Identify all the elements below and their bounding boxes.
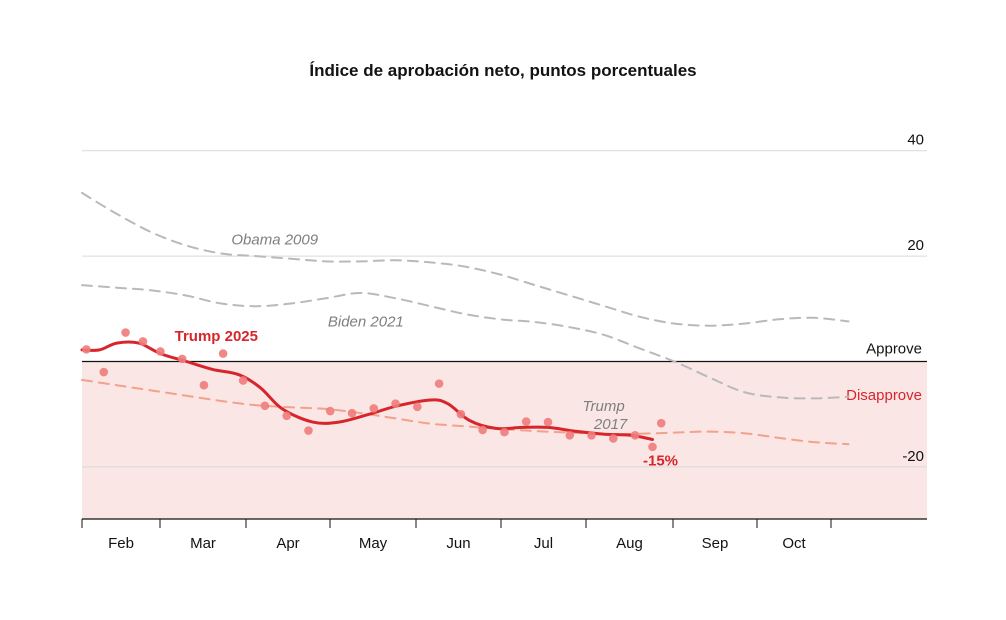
poll-dot-8 bbox=[238, 376, 248, 385]
series-line-obama-2009 bbox=[81, 191, 850, 327]
poll-dot-6 bbox=[199, 380, 209, 390]
disapprove-region bbox=[82, 361, 927, 519]
poll-dot-0 bbox=[82, 345, 91, 354]
x-tick-label-sep: Sep bbox=[702, 535, 729, 552]
annotation-trump-2025: Trump 2025 bbox=[175, 328, 258, 345]
annotation-trump-2017-line2: 2017 bbox=[593, 416, 628, 433]
poll-dot-20 bbox=[500, 427, 509, 437]
poll-dot-3 bbox=[138, 337, 148, 346]
poll-dot-13 bbox=[347, 408, 357, 418]
x-tick-label-aug: Aug bbox=[616, 535, 643, 552]
poll-dot-4 bbox=[156, 347, 165, 356]
poll-dot-22 bbox=[543, 417, 553, 427]
x-tick-label-may: May bbox=[359, 535, 388, 552]
y-tick-label-2: -20 bbox=[902, 448, 924, 465]
x-tick-label-jul: Jul bbox=[534, 535, 553, 552]
poll-dot-21 bbox=[521, 417, 531, 426]
x-tick-label-oct: Oct bbox=[782, 535, 806, 552]
poll-dot-26 bbox=[630, 430, 640, 440]
disapprove-label: Disapprove bbox=[846, 387, 922, 404]
poll-dot-25 bbox=[609, 434, 618, 443]
poll-dot-5 bbox=[177, 354, 187, 364]
x-tick-label-jun: Jun bbox=[446, 535, 470, 552]
poll-dot-17 bbox=[434, 379, 444, 388]
poll-dot-28 bbox=[648, 442, 657, 452]
chart-title: Índice de aprobación neto, puntos porcen… bbox=[309, 61, 696, 80]
y-tick-label-1: 20 bbox=[907, 237, 924, 254]
end-value-label: -15% bbox=[643, 452, 678, 469]
poll-dot-24 bbox=[587, 430, 596, 440]
poll-dot-18 bbox=[456, 409, 466, 419]
y-tick-label-0: 40 bbox=[907, 132, 924, 149]
poll-dot-2 bbox=[121, 328, 130, 337]
poll-dot-9 bbox=[260, 401, 270, 411]
poll-dot-1 bbox=[99, 367, 109, 377]
x-tick-label-apr: Apr bbox=[276, 535, 299, 552]
poll-dot-27 bbox=[656, 418, 666, 428]
x-tick-label-feb: Feb bbox=[108, 535, 134, 552]
poll-dot-19 bbox=[478, 425, 487, 435]
poll-dot-23 bbox=[565, 430, 575, 440]
poll-dot-7 bbox=[218, 349, 228, 358]
poll-dot-14 bbox=[369, 404, 379, 413]
annotation-biden-2021: Biden 2021 bbox=[328, 313, 404, 330]
series-line-biden-2021 bbox=[81, 284, 850, 400]
poll-dot-11 bbox=[304, 426, 313, 435]
poll-dot-15 bbox=[391, 399, 400, 408]
annotation-obama-2009: Obama 2009 bbox=[231, 231, 318, 248]
poll-dot-10 bbox=[282, 411, 291, 421]
approve-label: Approve bbox=[866, 341, 922, 358]
poll-dot-16 bbox=[413, 402, 422, 412]
annotation-trump-2017-line1: Trump bbox=[582, 398, 624, 415]
x-tick-label-mar: Mar bbox=[190, 535, 216, 552]
poll-dot-12 bbox=[325, 406, 335, 416]
